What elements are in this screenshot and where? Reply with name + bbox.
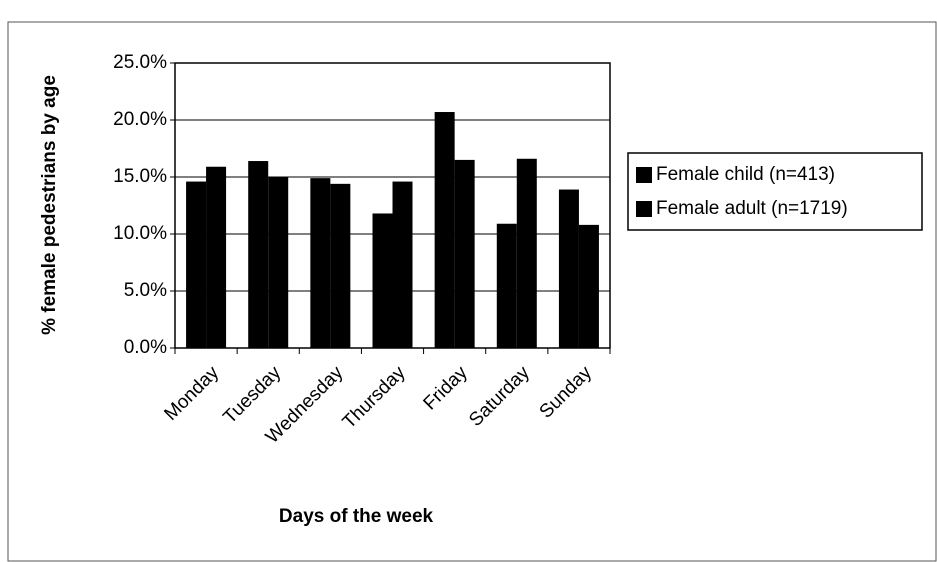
legend-label: Female child (n=413) (656, 164, 835, 185)
x-tick-label: Sunday (536, 362, 597, 423)
y-tick-label: 5.0% (124, 280, 167, 301)
chart-frame (7, 21, 937, 562)
bar (434, 112, 455, 349)
x-tick-label: Friday (420, 362, 473, 415)
x-tick-label: Saturday (465, 362, 534, 431)
bar (454, 159, 475, 348)
legend-swatch (636, 201, 652, 217)
y-axis-title: % female pedestrians by age (39, 75, 60, 335)
legend-box (627, 152, 923, 231)
y-tick-label: 10.0% (113, 223, 167, 244)
bar (330, 183, 351, 348)
legend-swatch (636, 167, 652, 183)
bar (186, 181, 207, 348)
bar (372, 213, 393, 348)
bar (248, 161, 269, 348)
bar (206, 166, 227, 348)
x-tick-label: Monday (160, 362, 223, 425)
legend-label: Female adult (n=1719) (656, 198, 848, 219)
bar (578, 224, 599, 348)
bar (516, 158, 537, 348)
y-tick-label: 0.0% (124, 337, 167, 358)
y-tick-label: 20.0% (113, 109, 167, 130)
bar (268, 177, 289, 348)
bar (496, 223, 517, 348)
x-tick-label: Thursday (339, 362, 410, 433)
bar (310, 178, 331, 348)
bar (558, 189, 579, 348)
x-axis-title: Days of the week (279, 506, 434, 527)
y-tick-label: 15.0% (113, 166, 167, 187)
y-tick-label: 25.0% (113, 52, 167, 73)
bar (392, 181, 413, 348)
